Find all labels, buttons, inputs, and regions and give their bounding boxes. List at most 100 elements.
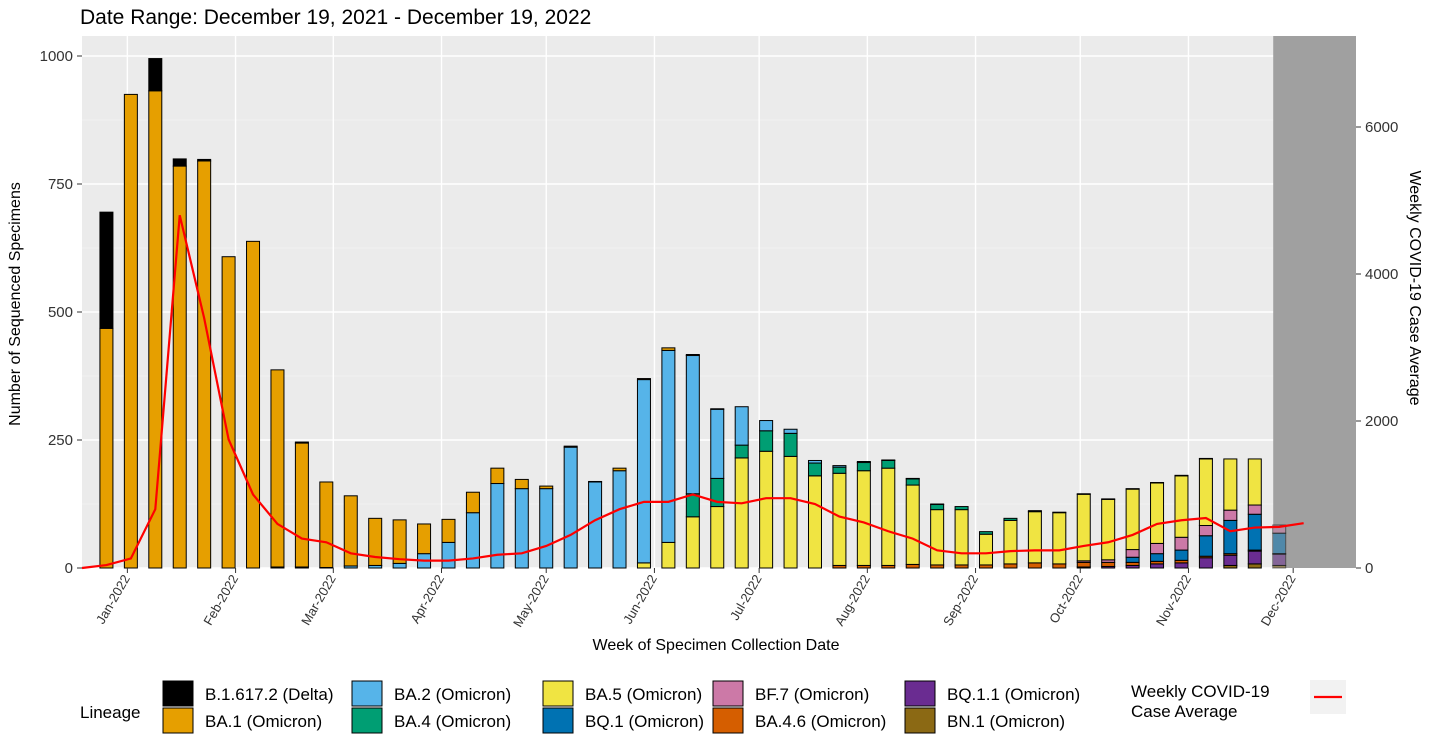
bar-segment [392,519,407,564]
bar-segment [270,369,285,568]
bar-segment [783,432,798,457]
bar-segment [294,442,309,568]
bar-segment [1150,482,1165,544]
bar-segment [1247,513,1262,551]
legend-title: Lineage [80,703,141,722]
legend-item: BN.1 (Omicron) [904,707,1065,734]
legend-item: BQ.1 (Omicron) [542,707,704,734]
bar-segment [905,563,920,569]
bar-segment [588,480,603,483]
bar-segment [1125,488,1140,490]
y-tick-label: 500 [48,304,73,321]
bar-segment [856,461,871,464]
legend-item: BF.7 (Omicron) [712,680,869,707]
bar-segment [759,420,774,432]
bar-segment [685,516,700,569]
legend-label: BF.7 (Omicron) [755,685,869,704]
bar-segment [514,478,529,490]
bar-segment [661,347,676,351]
bar-segment [636,378,651,381]
bar-segment [148,58,163,92]
bar-segment [1150,542,1165,555]
legend-label: BQ.1.1 (Omicron) [947,685,1080,704]
bar-segment [99,211,114,329]
legend-item: BA.4.6 (Omicron) [712,707,886,734]
bar-segment [294,441,309,444]
bar-segment [661,541,676,569]
bar-segment [1052,512,1067,565]
x-tick-label: Jun-2022 [620,572,660,626]
bar-segment [734,444,749,459]
bar-segment [1174,549,1189,561]
y-tick-label: 750 [48,176,73,193]
y-axis-label: Number of Sequenced Specimens [7,182,24,426]
bar-segment [1076,561,1091,568]
legend-swatch [712,680,744,707]
y2-axis-label: Weekly COVID-19 Case Average [1406,170,1423,405]
bar-segment [197,158,212,162]
bar-segment [734,457,749,569]
bar-segment [807,459,822,464]
bar-segment [1247,563,1262,569]
legend-line-label-2: Case Average [1131,702,1237,721]
bar-segment [1198,557,1213,569]
bar-segment [1125,556,1140,563]
bar-segment [783,428,798,434]
x-tick-label: Sep-2022 [940,572,981,628]
bar-segment [685,353,700,357]
bar-segment [441,541,456,569]
bar-segment [832,465,847,468]
bar-segment [807,475,822,569]
y2-tick-label: 6000 [1365,119,1398,136]
bar-segment [588,481,603,569]
bar-segment [905,478,920,486]
bar-segment [930,503,945,506]
legend-item: BA.4 (Omicron) [351,707,511,734]
bar-segment [1174,536,1189,551]
legend-swatch [162,707,194,734]
bar-segment [1076,493,1091,562]
bar-segment [368,517,383,566]
x-tick-label: Oct-2022 [1046,572,1086,626]
bar-segment [99,327,114,569]
bar-segment [710,408,725,479]
legend-label: B.1.617.2 (Delta) [205,685,334,704]
legend-swatch [162,680,194,707]
y-tick-label: 1000 [40,48,73,65]
x-tick-label: Feb-2022 [200,572,241,628]
bar-segment [1272,524,1287,534]
bar-segment [759,430,774,452]
bar-segment [881,467,896,566]
bar-segment [1198,457,1213,460]
bar-segment [1198,525,1213,537]
bar-segment [1101,561,1116,567]
bar-segment [905,484,920,565]
bar-segment [685,355,700,495]
bar-segment [1223,519,1238,555]
legend-label: BA.4 (Omicron) [394,712,511,731]
bar-segment [954,506,969,511]
legend-swatch [904,707,936,734]
bar-segment [1101,498,1116,561]
bar-segment [1247,458,1262,506]
x-tick-label: Nov-2022 [1153,572,1194,628]
bar-segment [1223,554,1238,566]
bar-segment [783,455,798,569]
bar-segment [1174,562,1189,569]
x-axis-label: Week of Specimen Collection Date [593,637,840,654]
bar-segment [979,533,994,566]
y-tick-label: 250 [48,432,73,449]
bar-segment [807,462,822,477]
bar-segment [1027,562,1042,569]
x-tick-label: Apr-2022 [407,572,447,626]
bar-segment [539,488,554,569]
legend-item: BA.2 (Omicron) [351,680,511,707]
bar-segment [1076,493,1091,495]
x-tick-label: Dec-2022 [1258,572,1299,628]
bar-segment [661,349,676,543]
legend-label: BA.2 (Omicron) [394,685,511,704]
x-tick-label: Jan-2022 [93,572,133,626]
bar-segment [514,488,529,569]
bar-segment [392,562,407,569]
bar-segment [1003,563,1018,569]
